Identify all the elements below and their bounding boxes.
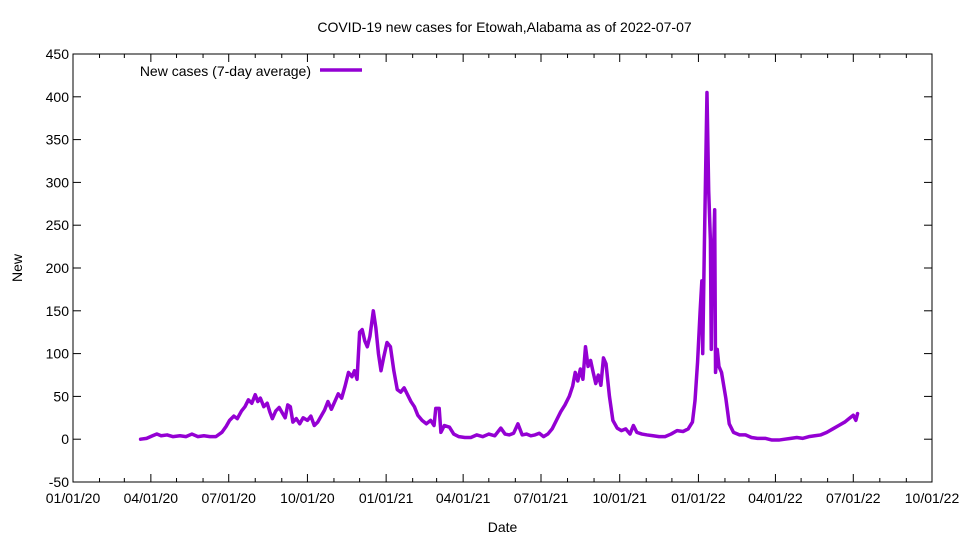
plot-area xyxy=(72,53,933,483)
x-tick-label: 07/01/22 xyxy=(826,490,881,506)
y-axis: -50 0 50 100 150 200 250 300 350 400 450 xyxy=(46,46,932,490)
y-tick-label: 200 xyxy=(46,260,70,276)
x-tick-label: 07/01/21 xyxy=(514,490,569,506)
x-tick-label: 04/01/22 xyxy=(748,490,803,506)
x-tick-label: 10/01/20 xyxy=(280,490,335,506)
y-tick-label: 350 xyxy=(46,132,70,148)
y-tick-label: 250 xyxy=(46,217,70,233)
y-tick-label: 300 xyxy=(46,174,70,190)
x-tick-label: 10/01/21 xyxy=(592,490,647,506)
x-tick-label: 01/01/20 xyxy=(46,490,101,506)
x-tick-label: 10/01/22 xyxy=(905,490,960,506)
y-tick-label: -50 xyxy=(49,474,69,490)
y-tick-label: 450 xyxy=(46,46,70,62)
y-tick-label: 100 xyxy=(46,346,70,362)
x-tick-label: 01/01/22 xyxy=(671,490,726,506)
legend: New cases (7-day average) xyxy=(140,63,362,79)
y-tick-label: 150 xyxy=(46,303,70,319)
x-tick-label: 01/01/21 xyxy=(359,490,414,506)
x-axis-label: Date xyxy=(488,519,518,535)
legend-label: New cases (7-day average) xyxy=(140,63,311,79)
y-tick-label: 0 xyxy=(61,431,69,447)
x-tick-label: 07/01/20 xyxy=(201,490,256,506)
series-line xyxy=(138,90,860,442)
y-tick-label: 50 xyxy=(53,388,69,404)
chart-title: COVID-19 new cases for Etowah,Alabama as… xyxy=(317,19,692,35)
x-tick-label: 04/01/20 xyxy=(124,490,179,506)
series-layer xyxy=(138,90,860,442)
x-axis: 01/01/20 04/01/20 07/01/20 10/01/20 01/01/21… xyxy=(46,54,960,506)
y-tick-label: 400 xyxy=(46,89,70,105)
x-tick-label: 04/01/21 xyxy=(436,490,491,506)
y-axis-label: New xyxy=(9,253,25,282)
plot-frame xyxy=(72,53,933,483)
